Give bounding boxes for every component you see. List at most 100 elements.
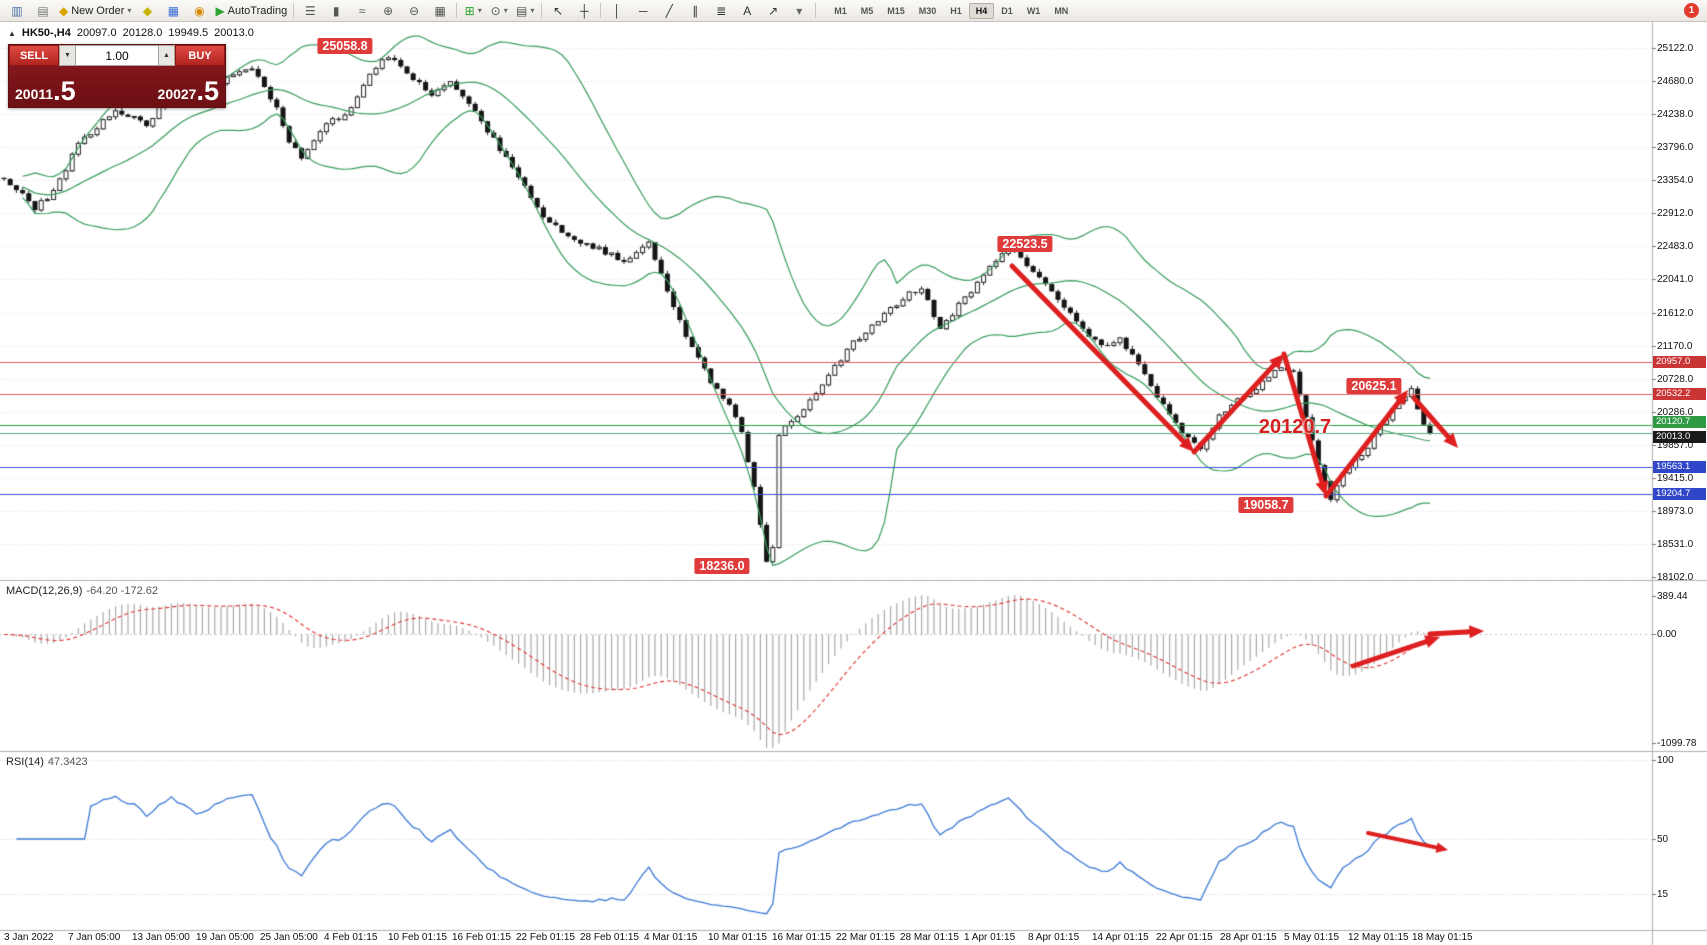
toolbar-button-zoom-out[interactable]: ⊖: [401, 2, 427, 20]
toolbar-button-new-order[interactable]: ◆ New Order ▾: [56, 2, 134, 20]
time-axis-label: 4 Mar 01:15: [644, 932, 698, 943]
price-callout[interactable]: 19058.7: [1238, 497, 1294, 513]
toolbar-button-more-objects[interactable]: ▾: [786, 2, 812, 20]
horizontal-line-icon: ─: [638, 3, 648, 18]
ohlc-low: 19949.5: [168, 27, 209, 39]
toolbar-button-crosshair[interactable]: ┼: [571, 2, 597, 20]
rsi-indicator-label: RSI(14) 47.3423: [6, 756, 88, 768]
timeframe-button-h4[interactable]: H4: [968, 2, 995, 19]
tile-windows-icon: ▦: [434, 3, 446, 18]
toolbar-button-alerts[interactable]: ◉: [186, 2, 212, 20]
trendline-icon: ╱: [665, 3, 673, 18]
timeframe-button-h1[interactable]: H1: [950, 5, 962, 16]
vertical-line-icon: │: [613, 3, 621, 18]
price-tag-20957.0: 20957.0: [1653, 355, 1706, 368]
toolbar-button-chart-line[interactable]: ≈: [349, 2, 375, 20]
toolbar-button-tile-windows[interactable]: ▦: [427, 2, 453, 20]
zoom-out-icon: ⊖: [409, 3, 420, 18]
collapse-arrow-icon[interactable]: ▲: [8, 28, 16, 38]
new-chart-icon: ▥: [11, 3, 23, 18]
time-axis-label: 1 Apr 01:15: [964, 932, 1016, 943]
ohlc-open: 20097.0: [76, 27, 117, 39]
timeframe-button-mn[interactable]: MN: [1054, 5, 1069, 16]
time-axis-label: 14 Apr 01:15: [1092, 932, 1149, 943]
price-tag-19204.7: 19204.7: [1653, 487, 1706, 500]
price-axis-label: 22912.0: [1657, 208, 1694, 220]
rsi-axis-label: 50: [1657, 834, 1669, 845]
toolbar-button-market[interactable]: ▦: [160, 2, 186, 20]
toolbar-button-fibonacci[interactable]: ≣: [708, 2, 734, 20]
sell-price-main: 20011: [15, 85, 54, 102]
caret-down-icon: ▾: [503, 6, 508, 15]
toolbar-button-profiles[interactable]: ▤: [30, 2, 56, 20]
chart-bars-icon: ☰: [304, 3, 316, 18]
buy-price[interactable]: 20027.5: [158, 78, 219, 105]
toolbar-button-chart-bars[interactable]: ☰: [297, 2, 323, 20]
toolbar-button-templates[interactable]: ▤ ▾: [512, 2, 538, 20]
caret-down-icon: ▾: [477, 6, 482, 15]
price-axis-label: 20286.0: [1657, 406, 1694, 418]
rsi-axis-label: 100: [1657, 755, 1674, 766]
toolbar-button-new-chart[interactable]: ▥: [4, 2, 30, 20]
ohlc-close: 20013.0: [214, 27, 254, 39]
toolbar-button-vertical-line[interactable]: │: [604, 2, 630, 20]
price-axis-label: 25122.0: [1657, 43, 1694, 54]
timeframe-button-d1[interactable]: D1: [1001, 5, 1013, 16]
time-axis-label: 12 May 01:15: [1348, 932, 1409, 943]
sell-button[interactable]: SELL: [9, 45, 59, 66]
toolbar-button-arrows[interactable]: ↗: [760, 2, 786, 20]
price-callout[interactable]: 25058.8: [317, 38, 373, 54]
price-tag-20013.0: 20013.0: [1653, 430, 1706, 443]
volume-input[interactable]: [76, 45, 158, 66]
big-price-label[interactable]: 20120.7: [1258, 416, 1332, 438]
toolbar-button-mql-editor[interactable]: ◆: [134, 2, 160, 20]
mql-editor-icon: ◆: [142, 3, 153, 18]
time-axis-label: 22 Apr 01:15: [1156, 932, 1213, 943]
toolbar-button-horizontal-line[interactable]: ─: [630, 2, 656, 20]
price-axis-label: 18973.0: [1657, 505, 1694, 517]
time-axis-label: 3 Jan 2022: [4, 932, 54, 943]
price-callout[interactable]: 20625.1: [1346, 378, 1402, 394]
rsi-values: 47.3423: [47, 756, 88, 768]
more-objects-icon: ▾: [796, 3, 803, 18]
text-icon: A: [743, 3, 752, 18]
indicators-add-icon: ⊞: [464, 3, 475, 18]
toolbar-button-cursor[interactable]: ↖: [545, 2, 571, 20]
rsi-axis-label: 15: [1657, 889, 1669, 901]
toolbar-button-trendline[interactable]: ╱: [656, 2, 682, 20]
equidistant-channel-icon: ∥: [692, 3, 699, 18]
crosshair-icon: ┼: [579, 3, 589, 18]
toolbar-button-equidistant-channel[interactable]: ∥: [682, 2, 708, 20]
price-axis-label: 20728.0: [1657, 373, 1694, 385]
rsi-name: RSI(14): [6, 756, 44, 768]
timeframe-button-m1[interactable]: M1: [834, 5, 847, 16]
price-callout[interactable]: 22523.5: [997, 236, 1053, 252]
sell-price[interactable]: 20011.5: [15, 78, 76, 105]
alerts-icon: ◉: [194, 3, 205, 18]
profiles-icon: ▤: [37, 3, 49, 18]
timeframe-button-m30[interactable]: M30: [918, 5, 937, 16]
caret-down-icon: ▾: [127, 6, 132, 15]
timeframe-button-m5[interactable]: M5: [860, 5, 874, 16]
market-icon: ▦: [167, 3, 180, 18]
timeframe-button-w1[interactable]: W1: [1026, 5, 1041, 16]
volume-increase-button[interactable]: ▲: [158, 45, 175, 66]
volume-decrease-button[interactable]: ▼: [59, 45, 76, 66]
timeframe-button-m15[interactable]: M15: [887, 5, 905, 16]
buy-button[interactable]: BUY: [175, 45, 225, 66]
price-callout[interactable]: 18236.0: [694, 558, 750, 574]
zoom-in-icon: ⊕: [383, 3, 394, 18]
toolbar-button-indicators-add[interactable]: ⊞ ▾: [460, 2, 486, 20]
notification-badge[interactable]: 1: [1684, 3, 1699, 18]
toolbar-button-zoom-in[interactable]: ⊕: [375, 2, 401, 20]
price-axis-label: 21170.0: [1657, 340, 1693, 352]
toolbar-button-autotrading[interactable]: ▶ AutoTrading: [212, 2, 290, 20]
toolbar-button-chart-candles[interactable]: ▮: [323, 2, 349, 20]
macd-axis-label: -1099.78: [1657, 738, 1697, 750]
toolbar-button-periods[interactable]: ⊙ ▾: [486, 2, 512, 20]
price-axis-label: 19857.0: [1657, 439, 1694, 451]
toolbar-button-text[interactable]: A: [734, 2, 760, 20]
time-axis-label: 28 Apr 01:15: [1220, 932, 1277, 943]
price-tag-19563.1: 19563.1: [1653, 460, 1706, 473]
